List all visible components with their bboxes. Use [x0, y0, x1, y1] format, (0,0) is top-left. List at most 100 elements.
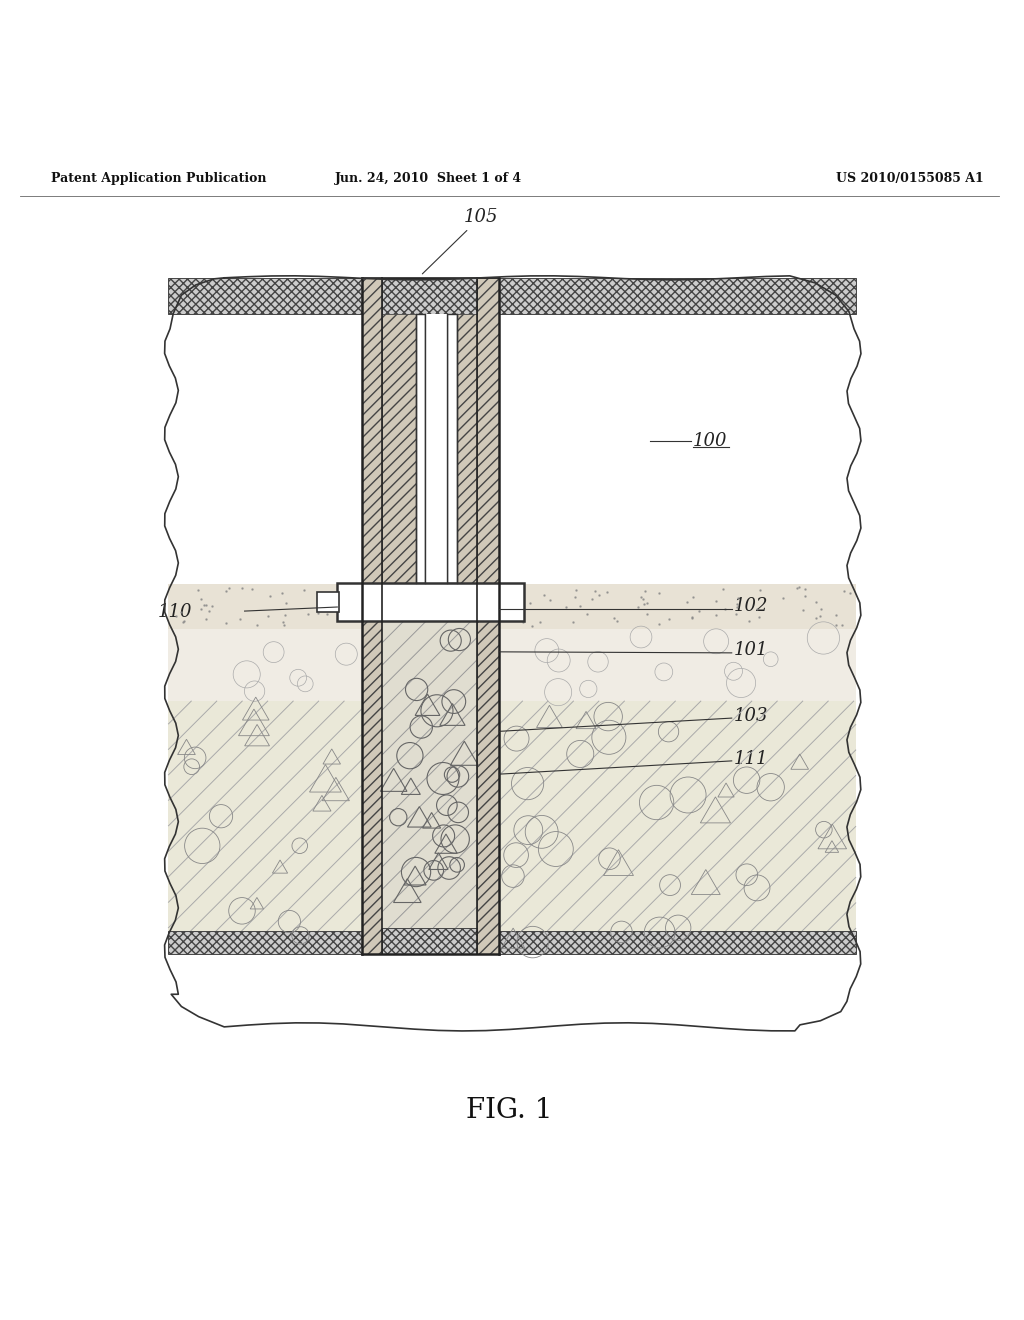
Point — [244, 578, 260, 599]
Point — [591, 585, 607, 606]
Point — [580, 605, 596, 626]
Bar — [168, 583, 361, 630]
Point — [168, 606, 184, 627]
Text: 102: 102 — [734, 597, 768, 615]
Point — [218, 612, 234, 634]
Point — [273, 583, 290, 605]
Point — [524, 615, 541, 636]
Point — [300, 603, 316, 624]
Point — [176, 610, 193, 631]
Point — [795, 599, 811, 620]
Point — [506, 593, 522, 614]
Point — [325, 597, 341, 618]
Point — [218, 581, 234, 602]
Point — [715, 578, 731, 599]
Point — [808, 591, 824, 612]
Bar — [317, 591, 339, 612]
Point — [567, 579, 584, 601]
Bar — [500, 701, 856, 953]
Point — [797, 586, 813, 607]
Point — [259, 605, 275, 626]
Point — [837, 581, 853, 602]
Point — [842, 582, 858, 603]
Point — [584, 589, 600, 610]
Point — [175, 611, 191, 632]
Point — [639, 603, 655, 624]
Point — [275, 612, 292, 634]
Point — [792, 576, 808, 597]
Point — [295, 579, 311, 601]
Text: 105: 105 — [422, 207, 499, 273]
Point — [685, 586, 701, 607]
Point — [751, 606, 767, 627]
Point — [567, 586, 584, 607]
Text: FIG. 1: FIG. 1 — [466, 1097, 553, 1123]
Point — [193, 589, 209, 610]
Point — [729, 593, 745, 614]
Bar — [168, 931, 361, 953]
Bar — [477, 277, 500, 953]
Point — [173, 602, 189, 623]
Point — [662, 609, 678, 630]
Point — [198, 594, 214, 615]
Point — [522, 593, 539, 614]
Bar — [425, 314, 447, 582]
Point — [790, 577, 806, 598]
Point — [650, 583, 667, 605]
Point — [344, 590, 360, 611]
Point — [812, 606, 828, 627]
Bar — [168, 277, 361, 583]
Point — [340, 583, 356, 605]
Bar — [337, 582, 524, 622]
Point — [497, 578, 513, 599]
Point — [276, 605, 293, 626]
Point — [536, 585, 552, 606]
Polygon shape — [165, 276, 861, 1031]
Point — [636, 579, 652, 601]
Point — [587, 581, 603, 602]
Point — [599, 581, 615, 602]
Bar — [500, 583, 856, 630]
Point — [233, 577, 250, 598]
Point — [278, 593, 294, 614]
Point — [531, 611, 548, 632]
Point — [558, 597, 574, 618]
Bar — [382, 928, 477, 953]
Point — [309, 603, 326, 624]
Point — [639, 593, 655, 614]
Point — [834, 615, 850, 636]
Point — [729, 587, 745, 609]
Bar — [361, 277, 382, 953]
Bar — [382, 314, 416, 582]
Point — [198, 609, 214, 630]
Point — [708, 590, 724, 611]
Text: Jun. 24, 2010  Sheet 1 of 4: Jun. 24, 2010 Sheet 1 of 4 — [335, 173, 521, 186]
Point — [798, 578, 814, 599]
Point — [690, 601, 707, 622]
Point — [633, 586, 649, 607]
Point — [220, 577, 237, 598]
Point — [740, 611, 757, 632]
Point — [678, 591, 694, 612]
Bar — [168, 277, 361, 314]
Bar — [382, 622, 477, 928]
Point — [196, 594, 212, 615]
Point — [717, 598, 733, 619]
Point — [275, 614, 292, 635]
Point — [729, 597, 745, 618]
Point — [812, 598, 828, 619]
Point — [340, 583, 356, 605]
Point — [684, 606, 700, 627]
Point — [189, 579, 206, 601]
Bar — [168, 630, 361, 701]
Text: 110: 110 — [158, 603, 193, 622]
Point — [749, 598, 765, 619]
Bar — [447, 314, 457, 582]
Point — [232, 609, 249, 630]
Point — [515, 611, 531, 632]
Point — [249, 614, 265, 635]
Point — [204, 595, 220, 616]
Point — [201, 601, 217, 622]
Point — [828, 605, 845, 626]
Point — [808, 607, 824, 628]
